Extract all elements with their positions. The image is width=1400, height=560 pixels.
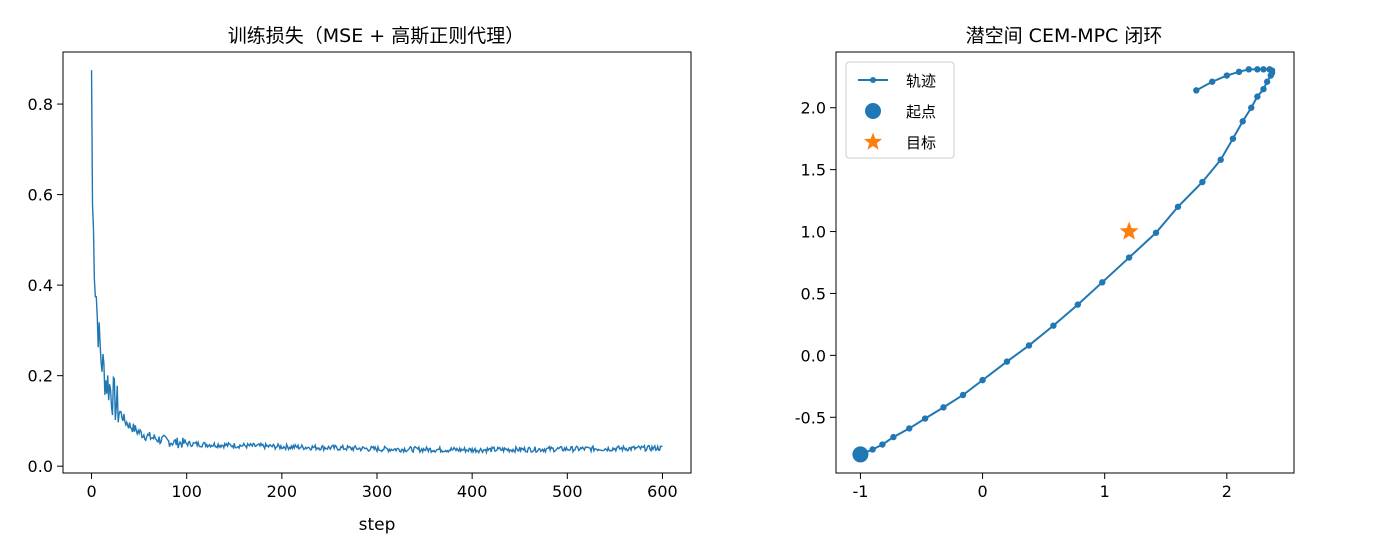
trajectory-point — [1260, 85, 1267, 93]
mpc-y-tick-label: 1.5 — [801, 161, 826, 180]
mpc-plot-area — [852, 66, 1276, 463]
loss-x-tick-label: 600 — [647, 482, 678, 501]
loss-y-tick-label: 0.2 — [28, 367, 53, 386]
trajectory-point — [1235, 68, 1243, 76]
loss-curve — [90, 70, 663, 456]
trajectory-point — [1199, 178, 1206, 186]
loss-x-tick-label: 100 — [171, 482, 202, 501]
trajectory-point — [1254, 93, 1261, 100]
trajectory-point — [921, 415, 929, 422]
legend-start-marker — [865, 103, 881, 119]
legend-trajectory-marker — [870, 77, 876, 83]
trajectory-point — [890, 433, 897, 441]
mpc-y-tick-label: -0.5 — [795, 408, 826, 427]
trajectory-point — [1254, 66, 1261, 73]
loss-axes-frame — [62, 51, 692, 474]
trajectory-point — [940, 404, 947, 411]
trajectory-point — [1193, 87, 1200, 94]
trajectory-point — [869, 446, 876, 453]
mpc-x-tick-label: 2 — [1222, 482, 1232, 501]
mpc-chart: 潜空间 CEM-MPC 闭环 -1 0 1 2 -0.5 0.0 0.5 1.0 1.5 2.0… — [795, 25, 1295, 501]
legend-goal-star-icon — [863, 132, 883, 150]
trajectory-point — [1263, 78, 1271, 85]
trajectory-point — [1152, 229, 1160, 236]
trajectory-point — [1074, 301, 1082, 308]
trajectory-point — [1229, 135, 1237, 142]
mpc-y-tick-label: 0.5 — [801, 284, 826, 303]
mpc-x-tick-label: 1 — [1100, 482, 1110, 501]
trajectory-point — [1025, 342, 1033, 349]
loss-x-tick-label: 500 — [552, 482, 583, 501]
trajectory-point — [1050, 322, 1057, 329]
trajectory-point — [1245, 66, 1253, 73]
trajectory-point — [1003, 358, 1011, 365]
loss-x-tick-label: 0 — [86, 482, 96, 501]
legend-label-start: 起点 — [906, 103, 936, 121]
trajectory-point — [1125, 254, 1133, 261]
legend-label-trajectory: 轨迹 — [906, 72, 936, 90]
loss-y-tick-label: 0.6 — [28, 186, 53, 205]
loss-chart: 训练损失（MSE + 高斯正则代理） 0 100 200 300 400 500 600 0… — [28, 25, 692, 535]
loss-y-tick-label: 0.8 — [28, 95, 53, 114]
mpc-y-ticks: -0.5 0.0 0.5 1.0 1.5 2.0 — [795, 99, 836, 427]
mpc-y-tick-label: 0.0 — [801, 346, 826, 365]
goal-star-marker — [1119, 221, 1139, 240]
mpc-x-tick-label: -1 — [852, 482, 868, 501]
mpc-x-ticks: -1 0 1 2 — [852, 473, 1232, 501]
mpc-axes-frame — [835, 51, 1295, 474]
loss-chart-title: 训练损失（MSE + 高斯正则代理） — [228, 25, 524, 47]
trajectory-point — [1266, 66, 1273, 73]
mpc-x-tick-label: 0 — [977, 482, 987, 501]
legend-goal-star-shape — [863, 132, 883, 150]
loss-x-axis-label: step — [359, 515, 396, 535]
mpc-y-tick-label: 1.0 — [801, 223, 826, 242]
loss-x-ticks: 0 100 200 300 400 500 600 — [86, 473, 678, 501]
trajectory-point — [979, 376, 986, 384]
legend-box — [845, 61, 955, 159]
trajectory-point — [1239, 118, 1246, 125]
trajectory-point — [1217, 156, 1224, 163]
loss-x-tick-label: 200 — [267, 482, 298, 501]
trajectory-point — [906, 425, 913, 432]
trajectory-point — [879, 441, 886, 448]
trajectory-point — [1248, 104, 1255, 111]
loss-y-tick-label: 0.4 — [28, 276, 53, 295]
start-point-marker — [852, 446, 869, 463]
trajectory-point — [1260, 66, 1267, 73]
loss-y-tick-label: 0.0 — [28, 457, 53, 476]
mpc-legend: 轨迹 起点 目标 — [845, 61, 955, 159]
trajectory-point — [1099, 279, 1106, 286]
trajectory-point — [959, 391, 967, 399]
loss-plot-area — [90, 70, 663, 456]
mpc-y-tick-label: 2.0 — [801, 99, 826, 118]
trajectory-point — [1223, 72, 1231, 79]
loss-y-ticks: 0.0 0.2 0.4 0.6 0.8 — [28, 95, 63, 476]
legend-label-goal: 目标 — [906, 134, 936, 152]
mpc-chart-title: 潜空间 CEM-MPC 闭环 — [966, 25, 1163, 47]
loss-x-tick-label: 300 — [362, 482, 393, 501]
trajectory-point — [1174, 203, 1182, 210]
loss-x-tick-label: 400 — [457, 482, 488, 501]
trajectory-point — [1208, 78, 1216, 85]
